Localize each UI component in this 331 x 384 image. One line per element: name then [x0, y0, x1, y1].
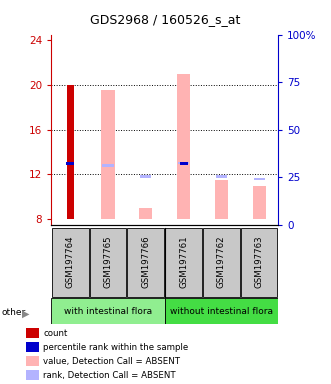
- Text: GSM197762: GSM197762: [217, 236, 226, 288]
- Text: with intestinal flora: with intestinal flora: [64, 307, 152, 316]
- Text: GSM197766: GSM197766: [141, 236, 150, 288]
- Bar: [254, 177, 265, 180]
- Text: GSM197763: GSM197763: [255, 236, 264, 288]
- Bar: [139, 208, 152, 219]
- Bar: [177, 74, 190, 219]
- Bar: [215, 180, 228, 219]
- Bar: [253, 185, 266, 219]
- Bar: [52, 228, 88, 297]
- Text: without intestinal flora: without intestinal flora: [170, 307, 273, 316]
- Bar: [203, 228, 240, 297]
- Bar: [66, 162, 74, 165]
- Text: GDS2968 / 160526_s_at: GDS2968 / 160526_s_at: [90, 13, 241, 26]
- Bar: [26, 342, 39, 352]
- Bar: [241, 228, 277, 297]
- Bar: [26, 328, 39, 338]
- Bar: [178, 162, 189, 164]
- Text: rank, Detection Call = ABSENT: rank, Detection Call = ABSENT: [43, 371, 176, 380]
- Bar: [67, 85, 74, 219]
- Text: value, Detection Call = ABSENT: value, Detection Call = ABSENT: [43, 357, 180, 366]
- Bar: [26, 356, 39, 366]
- Bar: [26, 370, 39, 380]
- Text: other: other: [2, 308, 26, 318]
- Text: GSM197764: GSM197764: [66, 236, 75, 288]
- Bar: [140, 175, 151, 178]
- Bar: [216, 175, 227, 178]
- Text: percentile rank within the sample: percentile rank within the sample: [43, 343, 189, 352]
- Bar: [165, 298, 278, 324]
- Bar: [180, 162, 188, 165]
- Bar: [102, 164, 114, 167]
- Bar: [127, 228, 164, 297]
- Text: count: count: [43, 329, 68, 338]
- Bar: [165, 228, 202, 297]
- Text: GSM197761: GSM197761: [179, 236, 188, 288]
- Text: ▶: ▶: [22, 308, 29, 318]
- Bar: [90, 228, 126, 297]
- Bar: [51, 298, 165, 324]
- Text: GSM197765: GSM197765: [104, 236, 113, 288]
- Bar: [101, 91, 115, 219]
